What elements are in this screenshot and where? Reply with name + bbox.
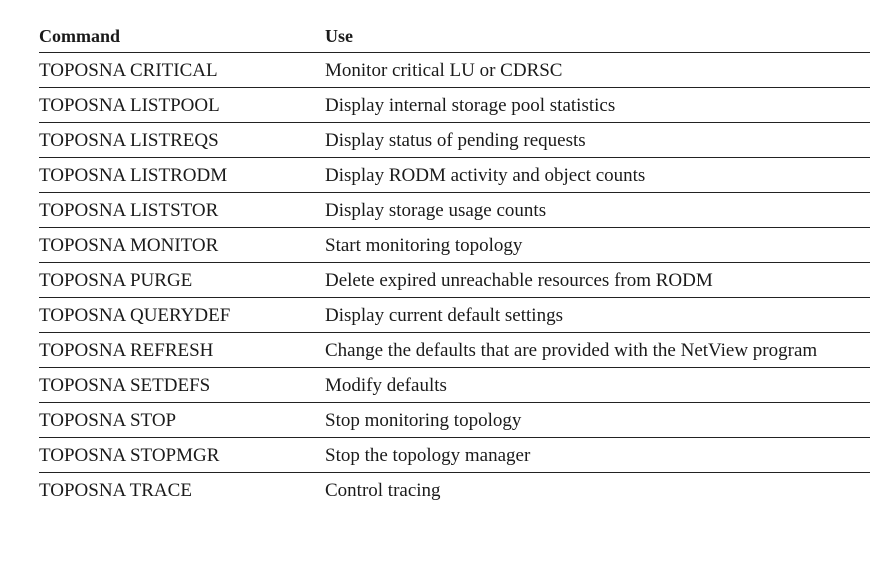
command-cell: TOPOSNA LISTREQS [39, 122, 325, 158]
table-row: TOPOSNA MONITOR Start monitoring topolog… [39, 227, 870, 263]
table-row: TOPOSNA QUERYDEF Display current default… [39, 297, 870, 333]
command-cell: TOPOSNA TRACE [39, 480, 192, 501]
table-row: TOPOSNA TRACE Control tracing [39, 473, 870, 508]
table-row: TOPOSNA SETDEFS Modify defaults [39, 367, 870, 403]
use-cell: Modify defaults [325, 367, 870, 403]
use-cell: Monitor critical LU or CDRSC [325, 52, 870, 88]
use-cell: Stop monitoring topology [325, 402, 870, 438]
command-cell: TOPOSNA MONITOR [39, 227, 325, 263]
command-cell: TOPOSNA CRITICAL [39, 52, 325, 88]
use-cell: Delete expired unreachable resources fro… [325, 262, 870, 298]
use-cell: Change the defaults that are provided wi… [325, 332, 870, 368]
table-header: Command Use [39, 18, 870, 53]
command-cell: TOPOSNA LISTRODM [39, 157, 325, 193]
command-cell: TOPOSNA PURGE [39, 262, 325, 298]
use-cell: Display storage usage counts [325, 192, 870, 228]
table-row: TOPOSNA STOPMGR Stop the topology manage… [39, 437, 870, 473]
command-table: Command Use TOPOSNA CRITICAL Monitor cri… [39, 18, 870, 507]
command-cell: TOPOSNA QUERYDEF [39, 297, 325, 333]
command-cell: TOPOSNA LISTSTOR [39, 192, 325, 228]
command-cell: TOPOSNA STOP [39, 402, 325, 438]
use-cell: Stop the topology manager [325, 437, 870, 473]
table-row: TOPOSNA STOP Stop monitoring topology [39, 402, 870, 438]
table-row: TOPOSNA LISTPOOL Display internal storag… [39, 87, 870, 123]
table-row: TOPOSNA LISTREQS Display status of pendi… [39, 122, 870, 158]
command-cell: TOPOSNA LISTPOOL [39, 87, 325, 123]
use-cell: Display current default settings [325, 297, 870, 333]
use-cell: Start monitoring topology [325, 227, 870, 263]
command-cell: TOPOSNA REFRESH [39, 332, 325, 368]
table-row: TOPOSNA REFRESH Change the defaults that… [39, 332, 870, 368]
use-cell: Display status of pending requests [325, 122, 870, 158]
header-use: Use [325, 18, 870, 53]
header-command: Command [39, 18, 325, 53]
use-cell: Display RODM activity and object counts [325, 157, 870, 193]
command-cell: TOPOSNA SETDEFS [39, 367, 325, 403]
table-row: TOPOSNA CRITICAL Monitor critical LU or … [39, 52, 870, 88]
table-row: TOPOSNA LISTSTOR Display storage usage c… [39, 192, 870, 228]
table-row: TOPOSNA LISTRODM Display RODM activity a… [39, 157, 870, 193]
table-row: TOPOSNA PURGE Delete expired unreachable… [39, 262, 870, 298]
use-cell: Display internal storage pool statistics [325, 87, 870, 123]
table-body: TOPOSNA CRITICAL Monitor critical LU or … [39, 52, 870, 508]
use-cell: Control tracing [325, 480, 441, 501]
header-row: Command Use [39, 18, 870, 53]
command-cell: TOPOSNA STOPMGR [39, 437, 325, 473]
